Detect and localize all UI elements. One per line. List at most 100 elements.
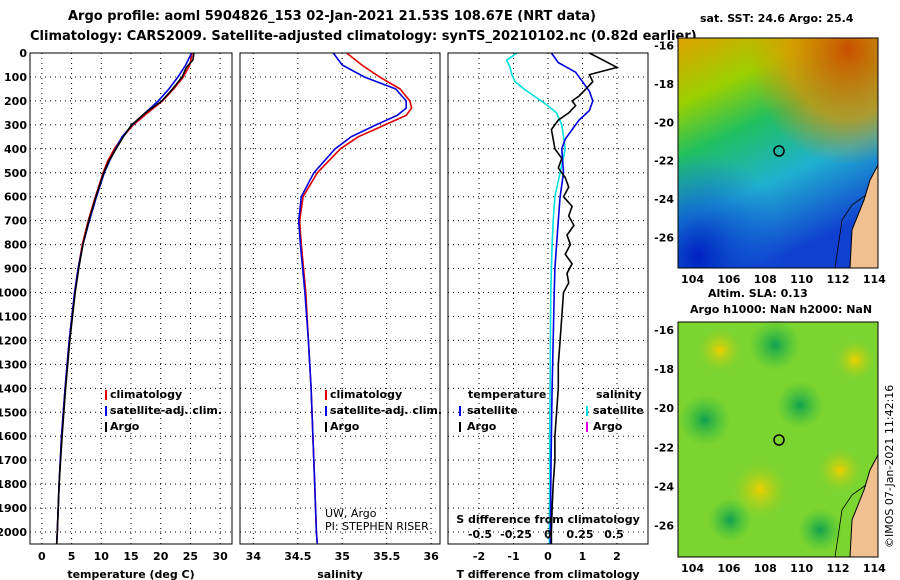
x-tick-label: 34.5 bbox=[284, 550, 311, 563]
latitude-tick-label: -20 bbox=[654, 116, 674, 129]
latitude-tick-label: -26 bbox=[654, 231, 674, 244]
x-tick-label: 10 bbox=[94, 550, 110, 563]
series-line-satellite bbox=[549, 52, 594, 544]
longitude-tick-label: 106 bbox=[717, 273, 740, 286]
figure-title-line1: Argo profile: aoml 5904826_153 02-Jan-20… bbox=[68, 9, 596, 24]
sst-cold-region bbox=[678, 38, 878, 268]
x-tick-label: 20 bbox=[153, 550, 169, 563]
depth-tick-label: 1700 bbox=[0, 454, 27, 467]
latitude-tick-label: -24 bbox=[654, 481, 674, 494]
depth-axis-labels: 0 100 200 300 400 500 600 700 800 900 1000 1100 1200… bbox=[0, 47, 27, 539]
x-tick-label: -1 bbox=[507, 550, 519, 563]
plot-frame bbox=[29, 52, 233, 545]
longitude-tick-label: 110 bbox=[790, 562, 813, 575]
bathymetry-contour bbox=[834, 194, 867, 269]
sla-low-anomaly bbox=[798, 508, 842, 552]
sla-high-anomaly bbox=[732, 462, 788, 518]
longitude-tick-label: 106 bbox=[717, 562, 740, 575]
x-tick-label: -2 bbox=[473, 550, 485, 563]
sla-map-ticks: 104 106 108 110 112 114 -16 -18 -20 -22 -24 -26 bbox=[654, 324, 886, 575]
depth-tick-label: 100 bbox=[4, 71, 27, 84]
imos-credit: ©IMOS 07-Jan-2021 11:42:16 bbox=[883, 385, 896, 548]
series-line-Argo bbox=[55, 52, 195, 545]
top-axis-tick-label: -0.25 bbox=[500, 528, 532, 541]
latitude-tick-label: -24 bbox=[654, 193, 674, 206]
sla-map bbox=[677, 319, 879, 558]
latitude-tick-label: -16 bbox=[654, 40, 674, 53]
depth-tick-label: 1200 bbox=[0, 334, 27, 347]
series-line-climatology bbox=[298, 52, 413, 545]
longitude-tick-label: 104 bbox=[681, 562, 704, 575]
legend-label: satellite bbox=[593, 404, 644, 417]
pi-note: PI: STEPHEN RISER bbox=[325, 520, 429, 533]
series-line-Argo bbox=[550, 52, 620, 544]
x-tick-label: 35 bbox=[335, 550, 350, 563]
depth-tick-label: 400 bbox=[4, 143, 27, 156]
longitude-tick-label: 104 bbox=[681, 273, 704, 286]
legend-label: climatology bbox=[110, 388, 182, 401]
x-tick-label: 0 bbox=[544, 550, 552, 563]
depth-tick-label: 1000 bbox=[0, 287, 27, 300]
latitude-tick-label: -16 bbox=[654, 324, 674, 337]
latitude-tick-label: -26 bbox=[654, 520, 674, 533]
sla-high-anomaly bbox=[818, 448, 862, 492]
depth-tick-label: 1900 bbox=[0, 502, 27, 515]
sla-low-anomaly bbox=[679, 394, 731, 446]
plot-frame bbox=[447, 52, 649, 545]
salinity-panel: 34 34.5 35 35.5 36 salinity climatology satelli… bbox=[239, 52, 442, 580]
plot-frame bbox=[239, 52, 441, 545]
x-axis-label: salinity bbox=[317, 568, 363, 580]
sst-map bbox=[677, 37, 879, 269]
temperature-panel: 0 5 10 15 20 25 30 temperature (deg C) climatolo… bbox=[29, 52, 233, 580]
sla-map-frame bbox=[677, 321, 879, 558]
x-axis-label: T difference from climatology bbox=[456, 568, 639, 580]
top-axis-label: S difference from climatology bbox=[456, 513, 640, 526]
longitude-tick-label: 112 bbox=[827, 562, 850, 575]
sla-map-subtitle: Argo h1000: NaN h2000: NaN bbox=[690, 303, 872, 316]
legend-label: satellite-adj. clim. bbox=[330, 404, 442, 417]
legend-title-temperature: temperature bbox=[468, 388, 546, 401]
latitude-tick-label: -20 bbox=[654, 402, 674, 415]
latitude-tick-label: -18 bbox=[654, 78, 674, 91]
series-line-satellite bbox=[505, 52, 567, 544]
x-tick-label: 0 bbox=[38, 550, 46, 563]
depth-tick-label: 1300 bbox=[0, 358, 27, 371]
bathymetry-contour bbox=[834, 484, 867, 558]
legend-label: satellite bbox=[467, 404, 518, 417]
series-line-satellite-adj--clim- bbox=[55, 52, 193, 545]
sla-high-anomaly bbox=[835, 340, 875, 380]
longitude-tick-label: 108 bbox=[754, 273, 777, 286]
x-tick-label: 34 bbox=[246, 550, 262, 563]
latitude-tick-label: -18 bbox=[654, 363, 674, 376]
legend-label: climatology bbox=[330, 388, 402, 401]
top-axis-tick-label: 0.5 bbox=[604, 528, 624, 541]
x-tick-label: 15 bbox=[123, 550, 138, 563]
depth-tick-label: 1800 bbox=[0, 478, 27, 491]
longitude-tick-label: 108 bbox=[754, 562, 777, 575]
depth-tick-label: 200 bbox=[4, 95, 27, 108]
depth-tick-label: 2000 bbox=[0, 526, 27, 539]
depth-tick-label: 0 bbox=[19, 47, 27, 60]
depth-tick-label: 500 bbox=[4, 167, 27, 180]
x-tick-label: 36 bbox=[423, 550, 439, 563]
x-tick-label: 5 bbox=[68, 550, 76, 563]
depth-tick-label: 1500 bbox=[0, 406, 27, 419]
latitude-tick-label: -22 bbox=[654, 155, 674, 168]
argo-position-marker bbox=[773, 434, 785, 446]
x-tick-label: 25 bbox=[183, 550, 198, 563]
longitude-tick-label: 114 bbox=[863, 273, 886, 286]
longitude-tick-label: 110 bbox=[790, 273, 813, 286]
depth-tick-label: 1400 bbox=[0, 382, 27, 395]
x-tick-label: 30 bbox=[212, 550, 228, 563]
legend-label: Argo bbox=[110, 420, 140, 433]
legend-label: Argo bbox=[593, 420, 623, 433]
x-tick-label: 1 bbox=[579, 550, 587, 563]
data-source-note: UW, Argo bbox=[325, 507, 377, 520]
sst-map-frame bbox=[677, 37, 879, 269]
depth-tick-label: 600 bbox=[4, 191, 27, 204]
series-line-satellite-adj--clim- bbox=[297, 52, 408, 545]
longitude-tick-label: 114 bbox=[863, 562, 886, 575]
series-line-climatology bbox=[55, 52, 193, 545]
sla-map-title: Altim. SLA: 0.13 bbox=[708, 287, 808, 300]
